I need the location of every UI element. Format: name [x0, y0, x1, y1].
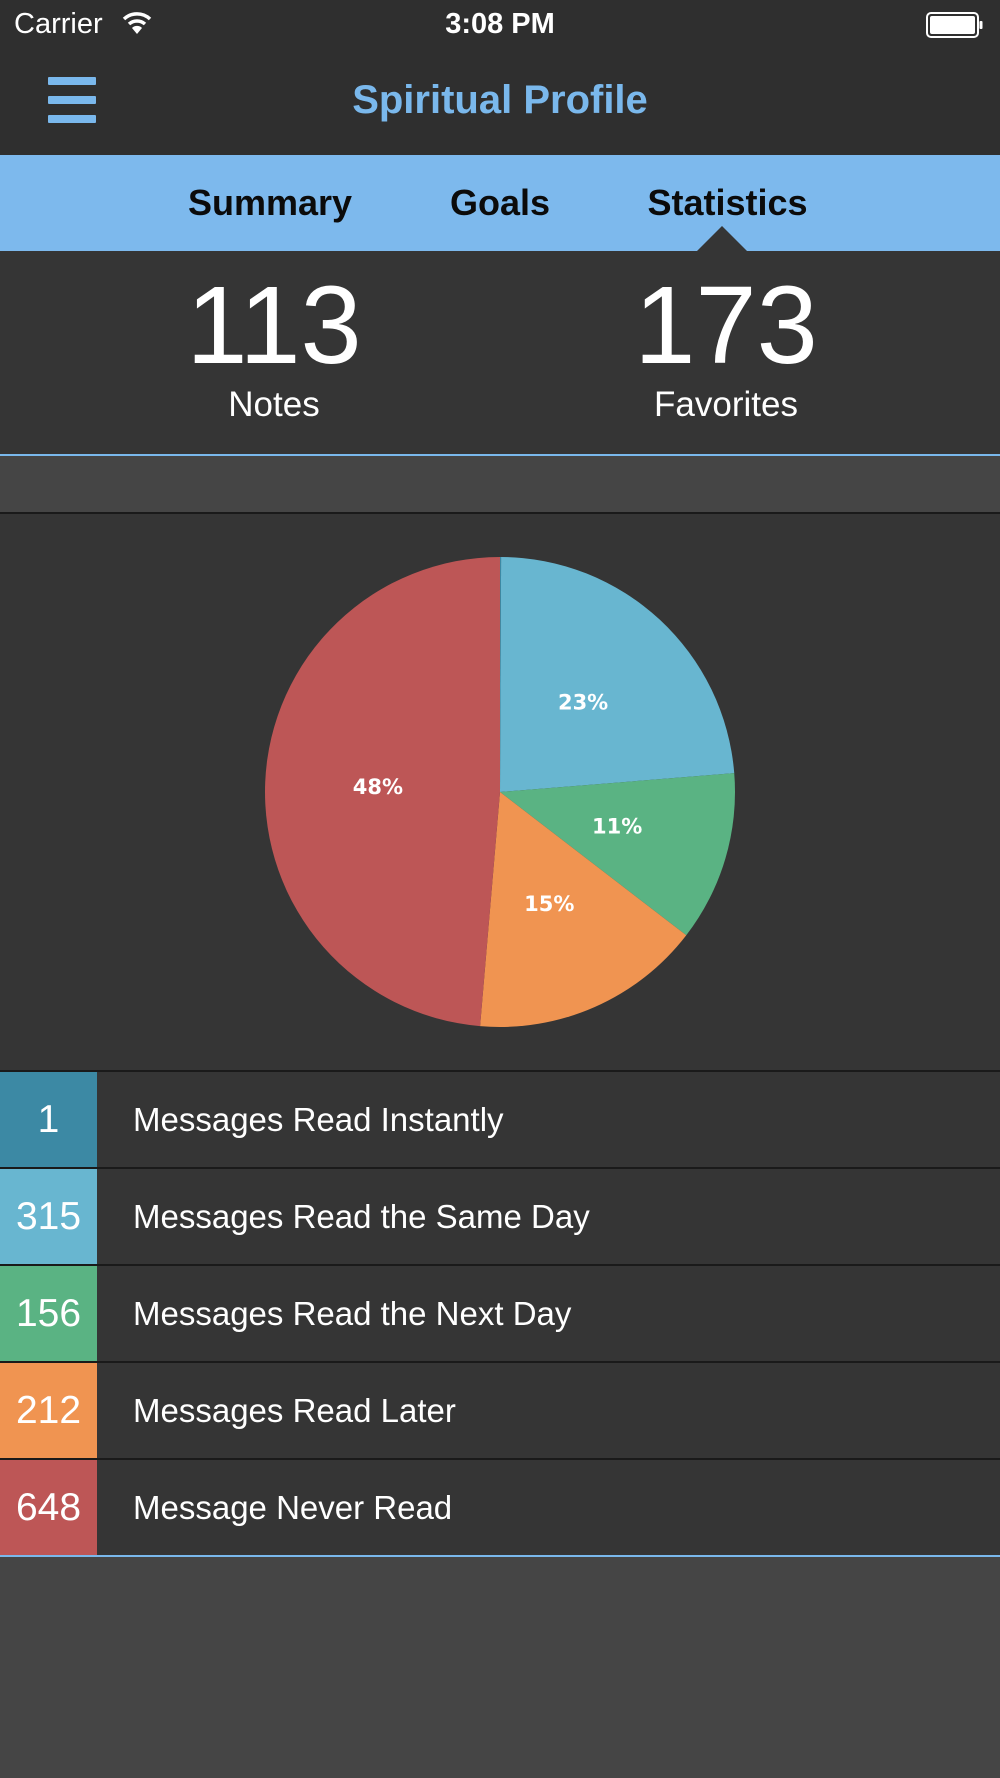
legend-label-instant: Messages Read Instantly [133, 1101, 504, 1138]
status-bar: Carrier 3:08 PM [0, 0, 1000, 50]
tab-goals[interactable]: Goals [449, 182, 551, 223]
favorites-count[interactable]: 173 Favorites [566, 251, 886, 425]
tab-summary[interactable]: Summary [187, 182, 353, 223]
legend-count-never: 648 [0, 1460, 97, 1555]
notes-count-label: Notes [228, 385, 320, 424]
tab-bar: Summary Goals Statistics [0, 155, 1000, 251]
legend-label-next-day: Messages Read the Next Day [133, 1295, 572, 1332]
counts-panel: 113 Notes 173 Favorites [0, 251, 1000, 456]
selected-tab-indicator [697, 226, 747, 251]
section-divider [0, 456, 1000, 514]
legend-row-never[interactable]: 648 Message Never Read [0, 1458, 1000, 1555]
pie-slice-later [480, 792, 687, 1027]
legend-list: 1 Messages Read Instantly 315 Messages R… [0, 1070, 1000, 1557]
legend-label-same-day: Messages Read the Same Day [133, 1198, 590, 1235]
pie-label-next-day: 11% [592, 815, 642, 839]
legend-row-later[interactable]: 212 Messages Read Later [0, 1361, 1000, 1458]
pie-label-never: 48% [353, 775, 403, 799]
legend-bottom-border [0, 1555, 1000, 1557]
legend-row-same-day[interactable]: 315 Messages Read the Same Day [0, 1167, 1000, 1264]
pie-slice-never [265, 557, 500, 1027]
legend-row-next-day[interactable]: 156 Messages Read the Next Day [0, 1264, 1000, 1361]
legend-label-later: Messages Read Later [133, 1392, 456, 1429]
pie-label-same-day: 23% [558, 690, 608, 714]
pie-slice-next-day [500, 773, 735, 936]
message-read-pie-chart: 23% 11% 15% 48% [0, 514, 1000, 1070]
carrier-label: Carrier [14, 8, 103, 40]
status-time: 3:08 PM [445, 8, 555, 40]
navigation-bar: Spiritual Profile [0, 50, 1000, 155]
notes-count-value: 113 [186, 264, 362, 387]
favorites-count-label: Favorites [654, 385, 798, 424]
legend-count-later: 212 [0, 1363, 97, 1458]
pie-label-later: 15% [524, 892, 574, 916]
battery-icon [926, 12, 983, 38]
pie-slice-same-day [500, 557, 735, 792]
page-title: Spiritual Profile [352, 78, 648, 122]
legend-label-never: Message Never Read [133, 1489, 453, 1526]
tab-statistics[interactable]: Statistics [647, 182, 808, 223]
legend-count-same-day: 315 [0, 1169, 97, 1264]
legend-row-instant[interactable]: 1 Messages Read Instantly [0, 1070, 1000, 1167]
hamburger-menu-icon[interactable] [38, 75, 100, 131]
favorites-count-value: 173 [634, 264, 818, 387]
pie-chart-svg: 23% 11% 15% 48% [265, 557, 735, 1027]
notes-count[interactable]: 113 Notes [114, 251, 434, 425]
pie-slice-instant [500, 557, 502, 792]
legend-count-next-day: 156 [0, 1266, 97, 1361]
wifi-icon [122, 12, 152, 34]
legend-count-instant: 1 [0, 1072, 97, 1167]
